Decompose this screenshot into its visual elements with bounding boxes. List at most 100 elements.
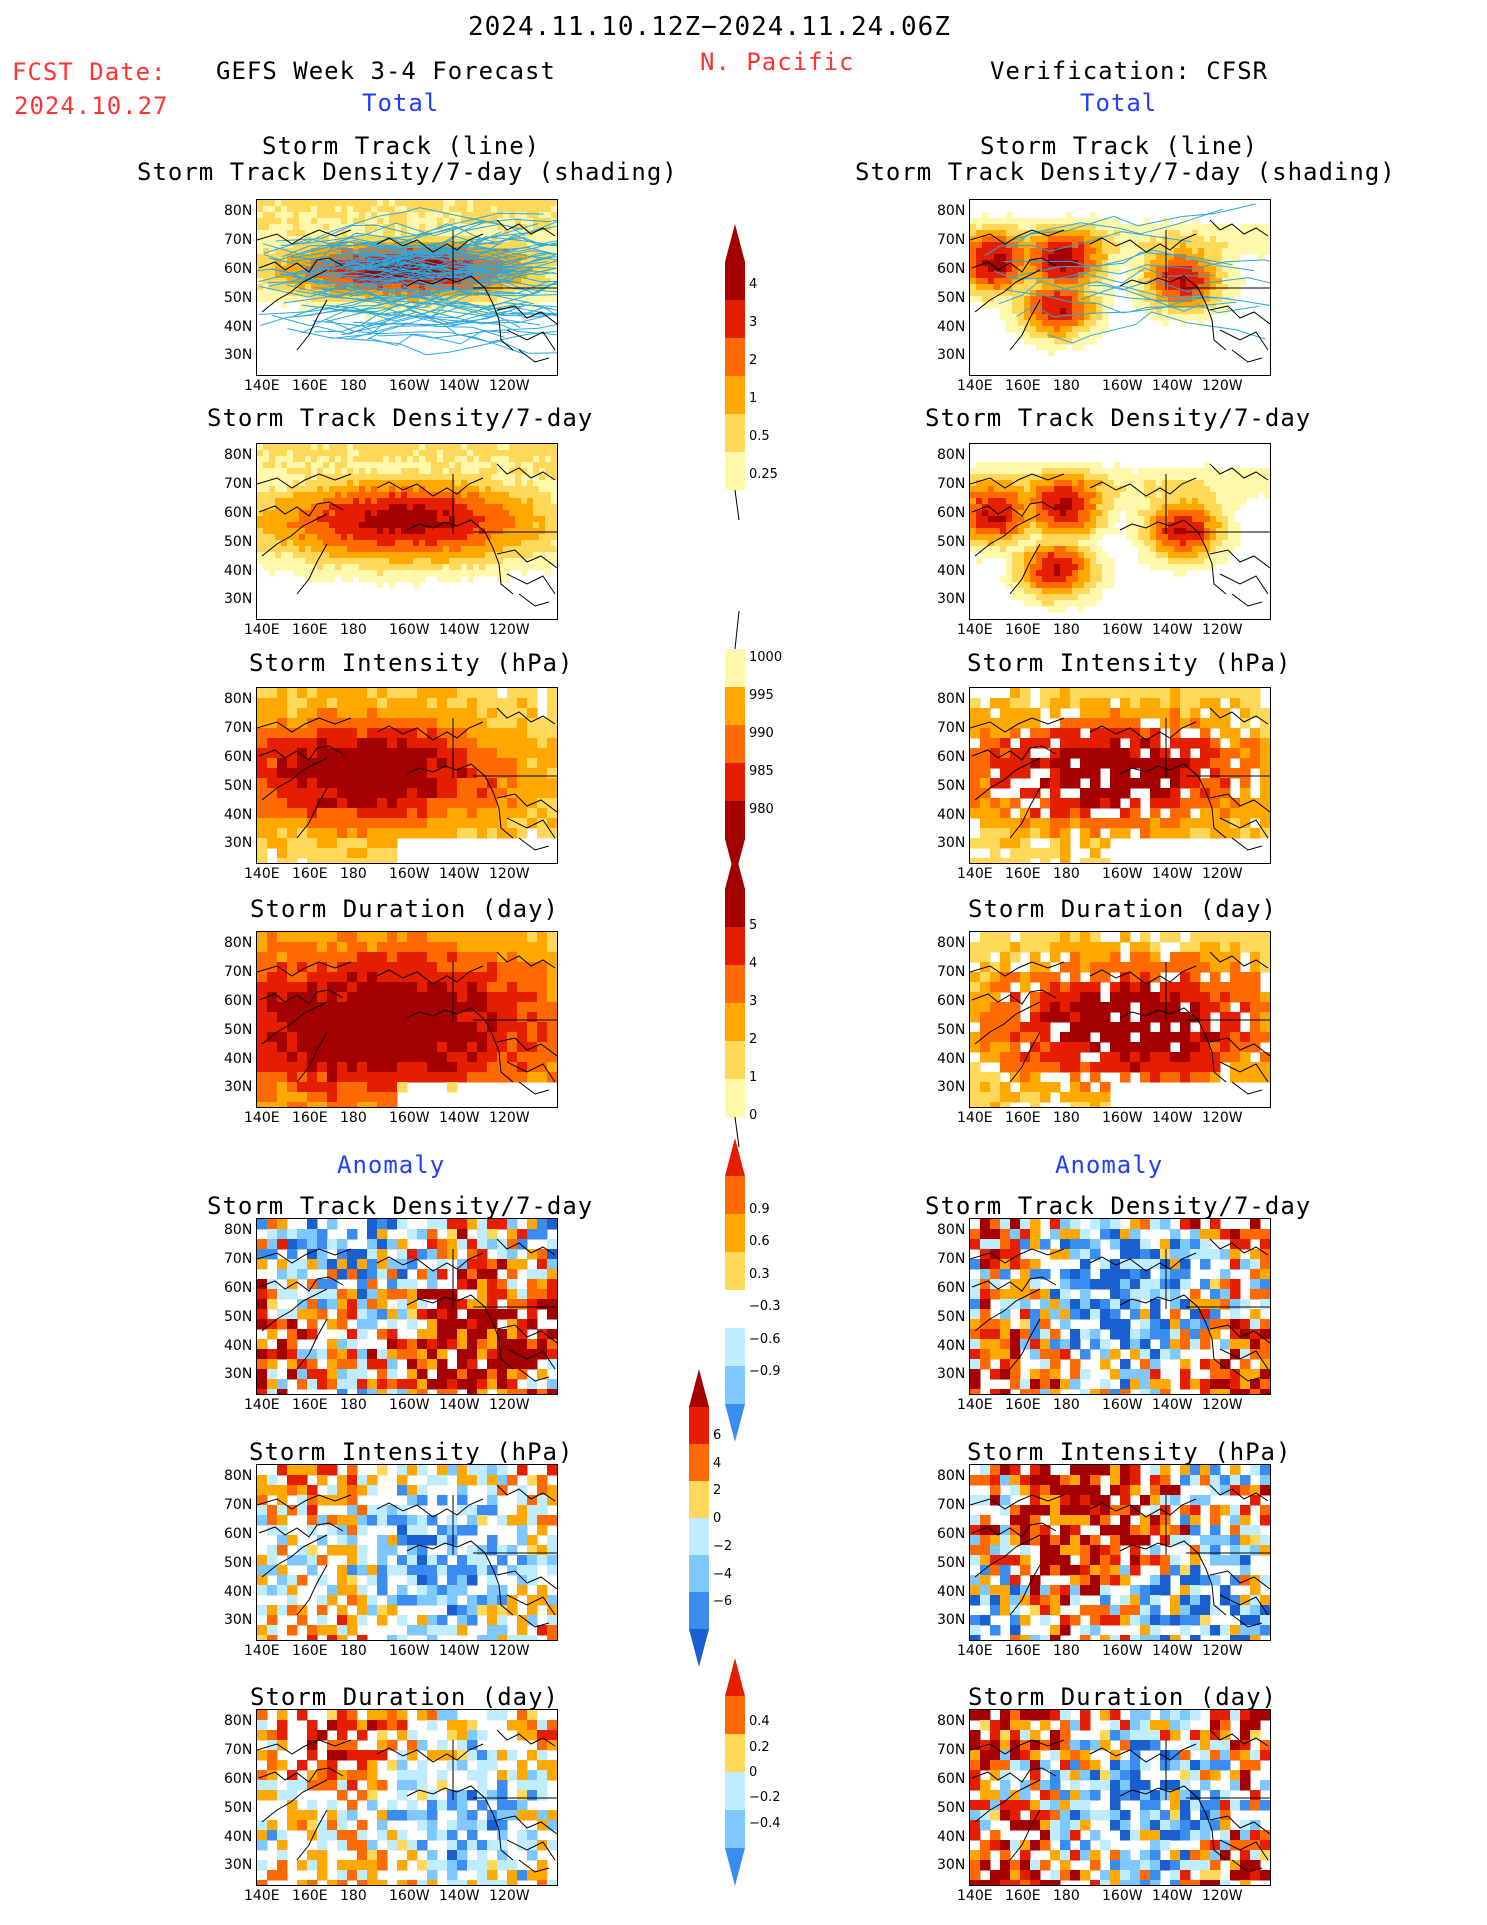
- heatmap-cell: [1246, 230, 1253, 237]
- heatmap-cell: [287, 1042, 298, 1053]
- heatmap-cell: [491, 492, 498, 499]
- heatmap-cell: [281, 486, 288, 493]
- heatmap-cell: [287, 798, 298, 809]
- heatmap-cell: [257, 534, 264, 541]
- heatmap-cell: [447, 1072, 458, 1083]
- heatmap-cell: [383, 266, 390, 273]
- heatmap-cell: [377, 1062, 388, 1073]
- heatmap-cell: [521, 278, 528, 285]
- heatmap-cell: [263, 468, 270, 475]
- heatmap-cell: [467, 942, 478, 953]
- heatmap-cell: [347, 698, 358, 709]
- heatmap-cell: [507, 708, 518, 719]
- heatmap-cell: [367, 962, 378, 973]
- storm-track-line: [357, 226, 557, 256]
- heatmap-cell: [1054, 242, 1061, 249]
- lat-tick-label: 70N: [224, 232, 253, 248]
- heatmap-cell: [371, 224, 378, 231]
- heatmap-cell: [1090, 236, 1097, 243]
- storm-track-line: [258, 263, 528, 315]
- heatmap-cell: [311, 218, 318, 225]
- heatmap-cell: [425, 570, 432, 577]
- heatmap-cell: [976, 486, 983, 493]
- heatmap-cell: [335, 546, 342, 553]
- heatmap-cell: [521, 534, 528, 541]
- heatmap-cell: [1138, 540, 1145, 547]
- lon-tick-label: 160E: [292, 622, 328, 638]
- heatmap-cell: [1018, 260, 1025, 267]
- heatmap-cell: [1228, 278, 1235, 285]
- heatmap-cell: [527, 462, 534, 469]
- heatmap-cell: [427, 1042, 438, 1053]
- heatmap-cell: [1006, 290, 1013, 297]
- heatmap-cell: [1072, 230, 1079, 237]
- heatmap-cell: [1168, 266, 1175, 273]
- heatmap-cell: [1138, 552, 1145, 559]
- heatmap-cell: [533, 278, 540, 285]
- heatmap-cell: [515, 450, 522, 457]
- heatmap-cell: [407, 290, 414, 297]
- heatmap-cell: [1042, 278, 1049, 285]
- heatmap-cell: [1138, 480, 1145, 487]
- heatmap-cell: [503, 486, 510, 493]
- heatmap-cell: [994, 552, 1001, 559]
- heatmap-cell: [1000, 576, 1007, 583]
- heatmap-cell: [517, 1052, 528, 1063]
- storm-track-line: [291, 235, 501, 259]
- heatmap-cell: [515, 278, 522, 285]
- heatmap-cell: [297, 932, 308, 943]
- heatmap-cell: [367, 1002, 378, 1013]
- heatmap-cell: [397, 758, 408, 769]
- heatmap-cell: [1066, 480, 1073, 487]
- heatmap-cell: [485, 492, 492, 499]
- heatmap-cell: [365, 498, 372, 505]
- heatmap-cell: [263, 290, 270, 297]
- heatmap-cell: [1048, 290, 1055, 297]
- heatmap-cell: [1012, 320, 1019, 327]
- heatmap-cell: [1108, 278, 1115, 285]
- heatmap-cell: [365, 540, 372, 547]
- heatmap-cell: [307, 788, 318, 799]
- heatmap-cell: [1198, 468, 1205, 475]
- heatmap-cell: [297, 1022, 308, 1033]
- heatmap-cell: [1084, 308, 1091, 315]
- heatmap-cell: [491, 474, 498, 481]
- heatmap-cell: [1060, 606, 1067, 613]
- heatmap-cell: [377, 728, 388, 739]
- heatmap-cell: [551, 206, 557, 213]
- heatmap-cell: [457, 748, 468, 759]
- heatmap-cell: [1168, 248, 1175, 255]
- heatmap-cell: [1024, 248, 1031, 255]
- heatmap-cell: [287, 230, 294, 237]
- heatmap-cell: [327, 1072, 338, 1083]
- heatmap-cell: [365, 474, 372, 481]
- heatmap-cell: [257, 828, 268, 839]
- coastline: [376, 721, 484, 741]
- heatmap-cell: [1018, 504, 1025, 511]
- heatmap-cell: [407, 728, 418, 739]
- heatmap-cell: [515, 534, 522, 541]
- heatmap-cell: [988, 510, 995, 517]
- heatmap-cell: [407, 738, 418, 749]
- heatmap-cell: [443, 236, 450, 243]
- heatmap-cell: [1216, 546, 1223, 553]
- heatmap-cell: [527, 212, 534, 219]
- heatmap-cell: [395, 450, 402, 457]
- heatmap-cell: [431, 462, 438, 469]
- heatmap-cell: [455, 444, 462, 451]
- heatmap-cell: [970, 266, 977, 273]
- heatmap-cell: [1054, 480, 1061, 487]
- heatmap-cell: [1084, 576, 1091, 583]
- heatmap-cell: [1246, 236, 1253, 243]
- heatmap-cell: [1048, 254, 1055, 261]
- storm-track-line: [311, 276, 444, 306]
- heatmap-cell: [287, 932, 298, 943]
- heatmap-cell: [487, 952, 498, 963]
- heatmap-cell: [507, 982, 518, 993]
- heatmap-cell: [491, 444, 498, 451]
- heatmap-cell: [1090, 254, 1097, 261]
- heatmap-cell: [1144, 540, 1151, 547]
- heatmap-cell: [461, 284, 468, 291]
- heatmap-cell: [269, 444, 276, 451]
- heatmap-cell: [257, 708, 268, 719]
